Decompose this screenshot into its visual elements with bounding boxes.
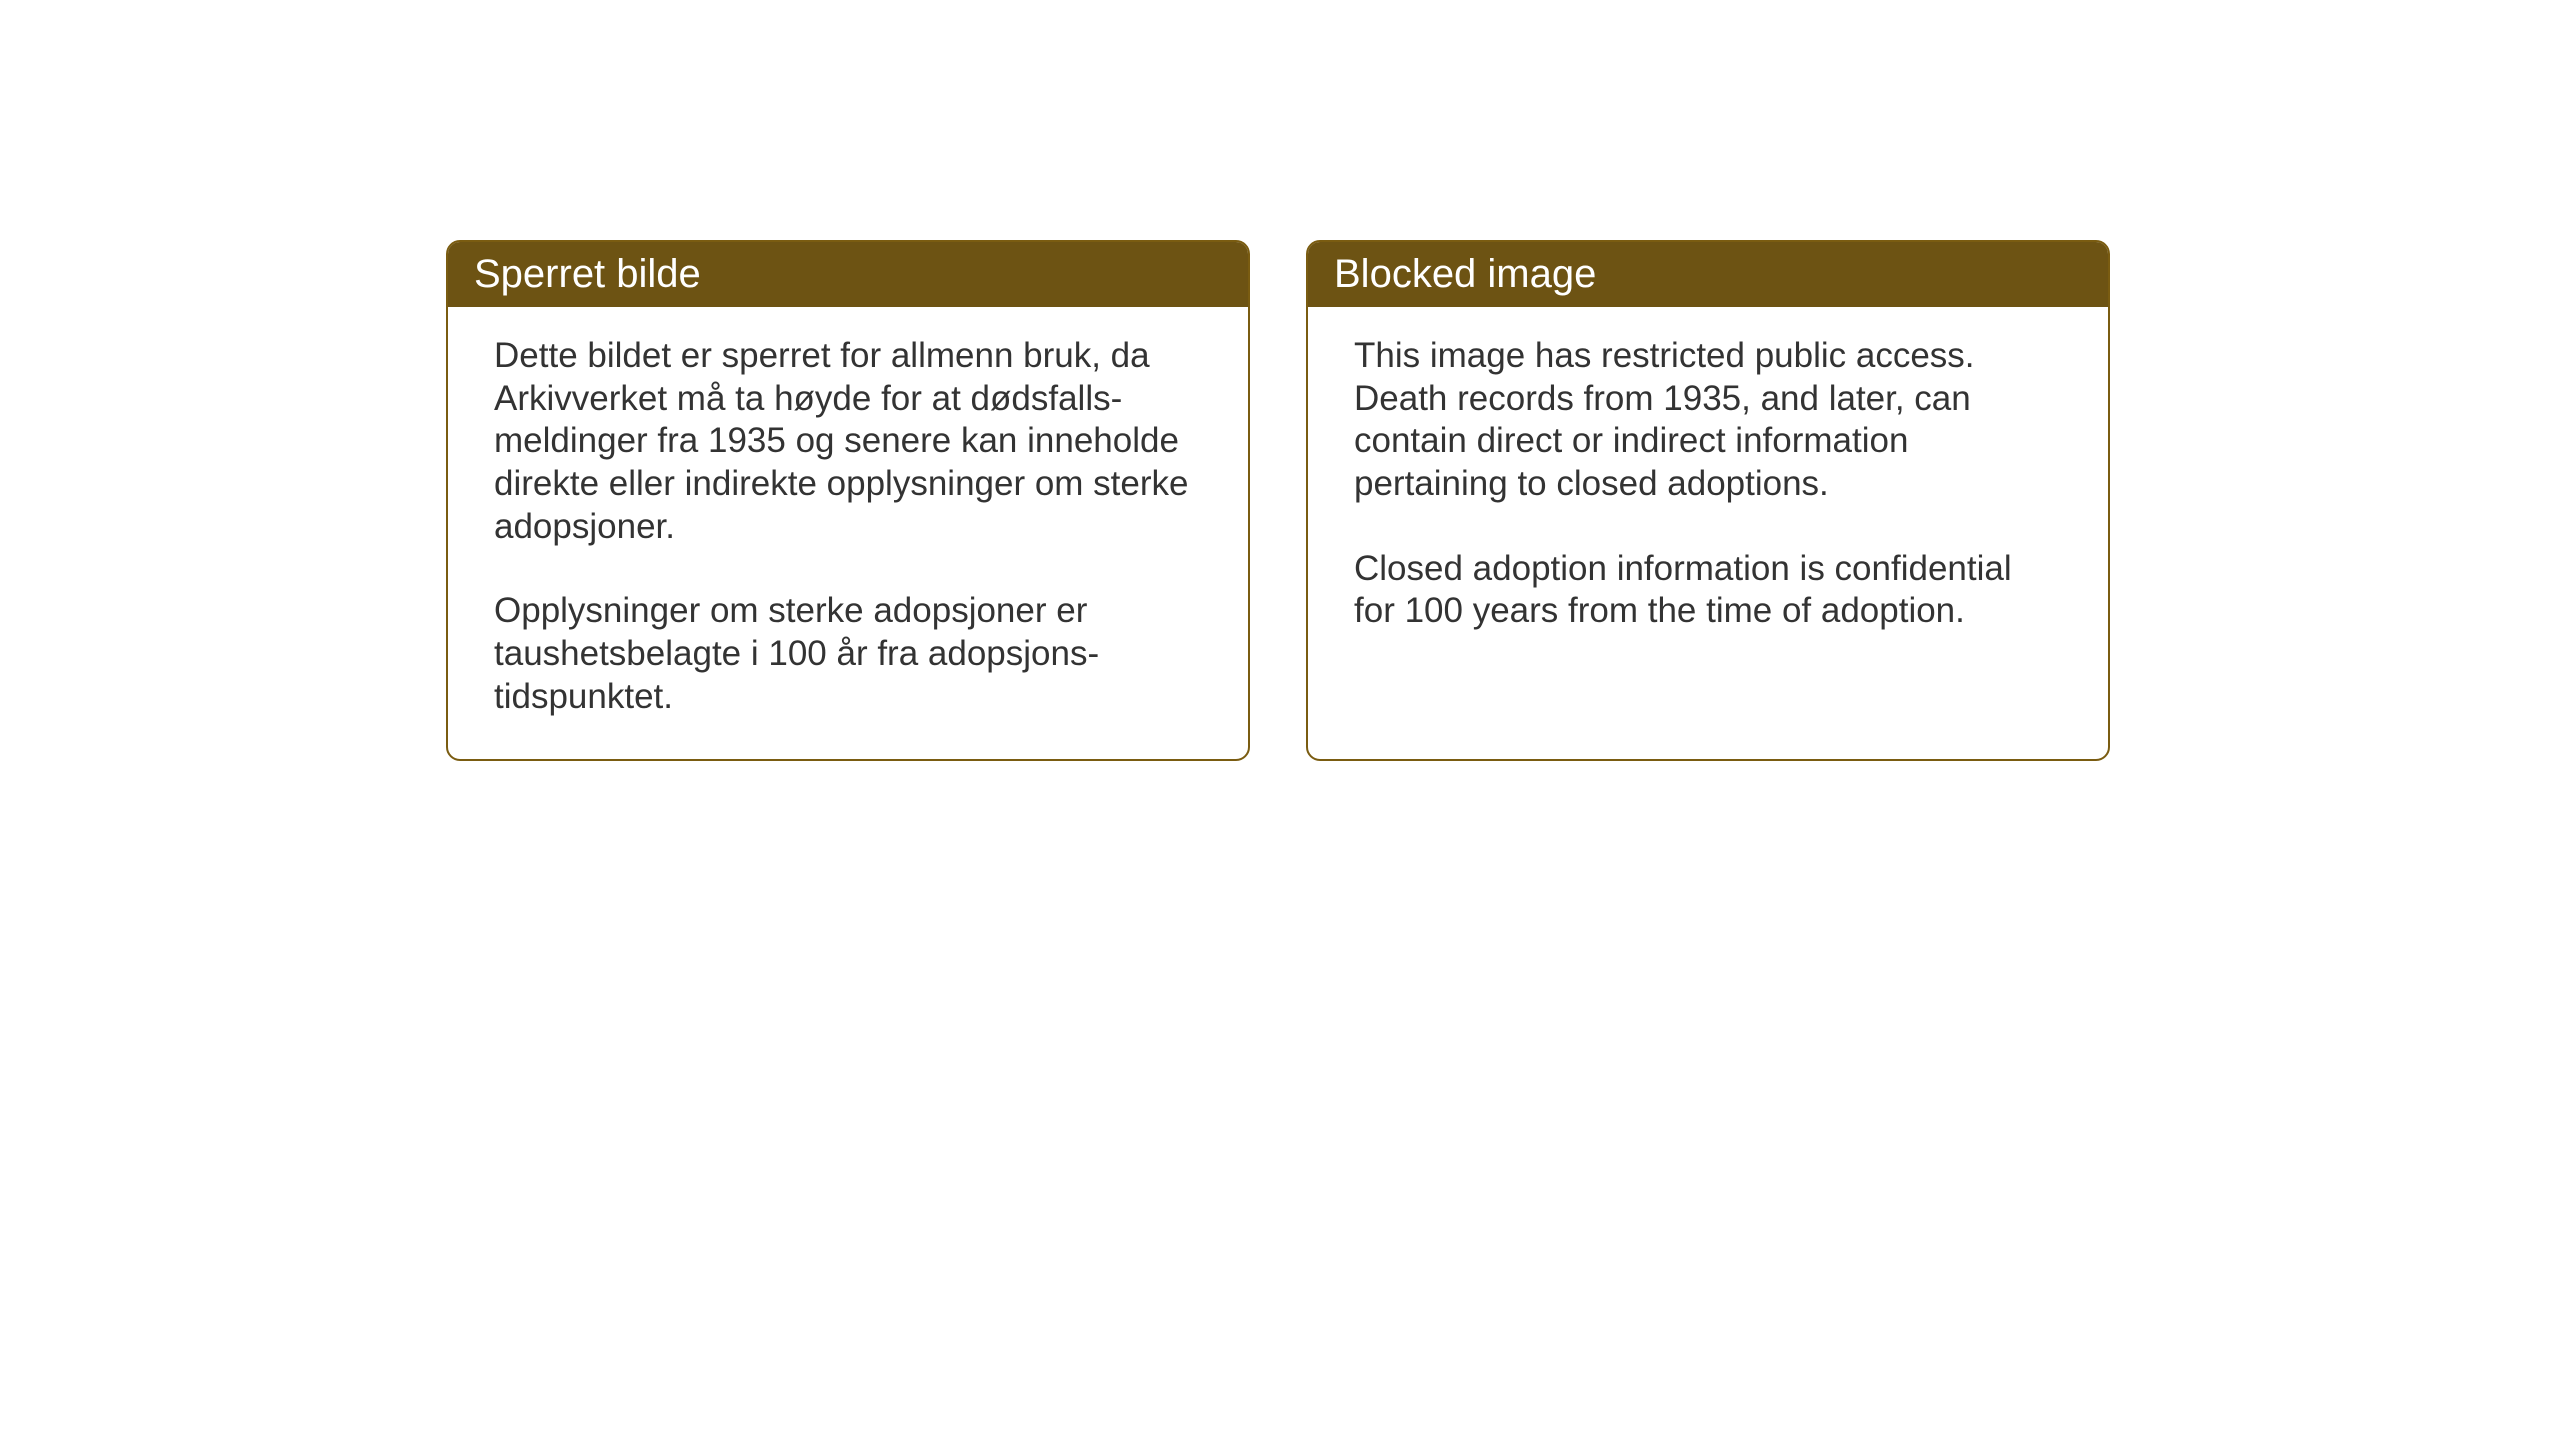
english-card-header: Blocked image: [1308, 242, 2108, 307]
norwegian-paragraph-2: Opplysninger om sterke adopsjoner er tau…: [494, 590, 1202, 718]
english-card: Blocked image This image has restricted …: [1306, 240, 2110, 761]
english-paragraph-2: Closed adoption information is confident…: [1354, 548, 2062, 633]
norwegian-card: Sperret bilde Dette bildet er sperret fo…: [446, 240, 1250, 761]
cards-container: Sperret bilde Dette bildet er sperret fo…: [446, 240, 2560, 761]
english-card-body: This image has restricted public access.…: [1308, 307, 2108, 673]
norwegian-paragraph-1: Dette bildet er sperret for allmenn bruk…: [494, 335, 1202, 548]
norwegian-card-body: Dette bildet er sperret for allmenn bruk…: [448, 307, 1248, 759]
english-paragraph-1: This image has restricted public access.…: [1354, 335, 2062, 506]
norwegian-card-header: Sperret bilde: [448, 242, 1248, 307]
